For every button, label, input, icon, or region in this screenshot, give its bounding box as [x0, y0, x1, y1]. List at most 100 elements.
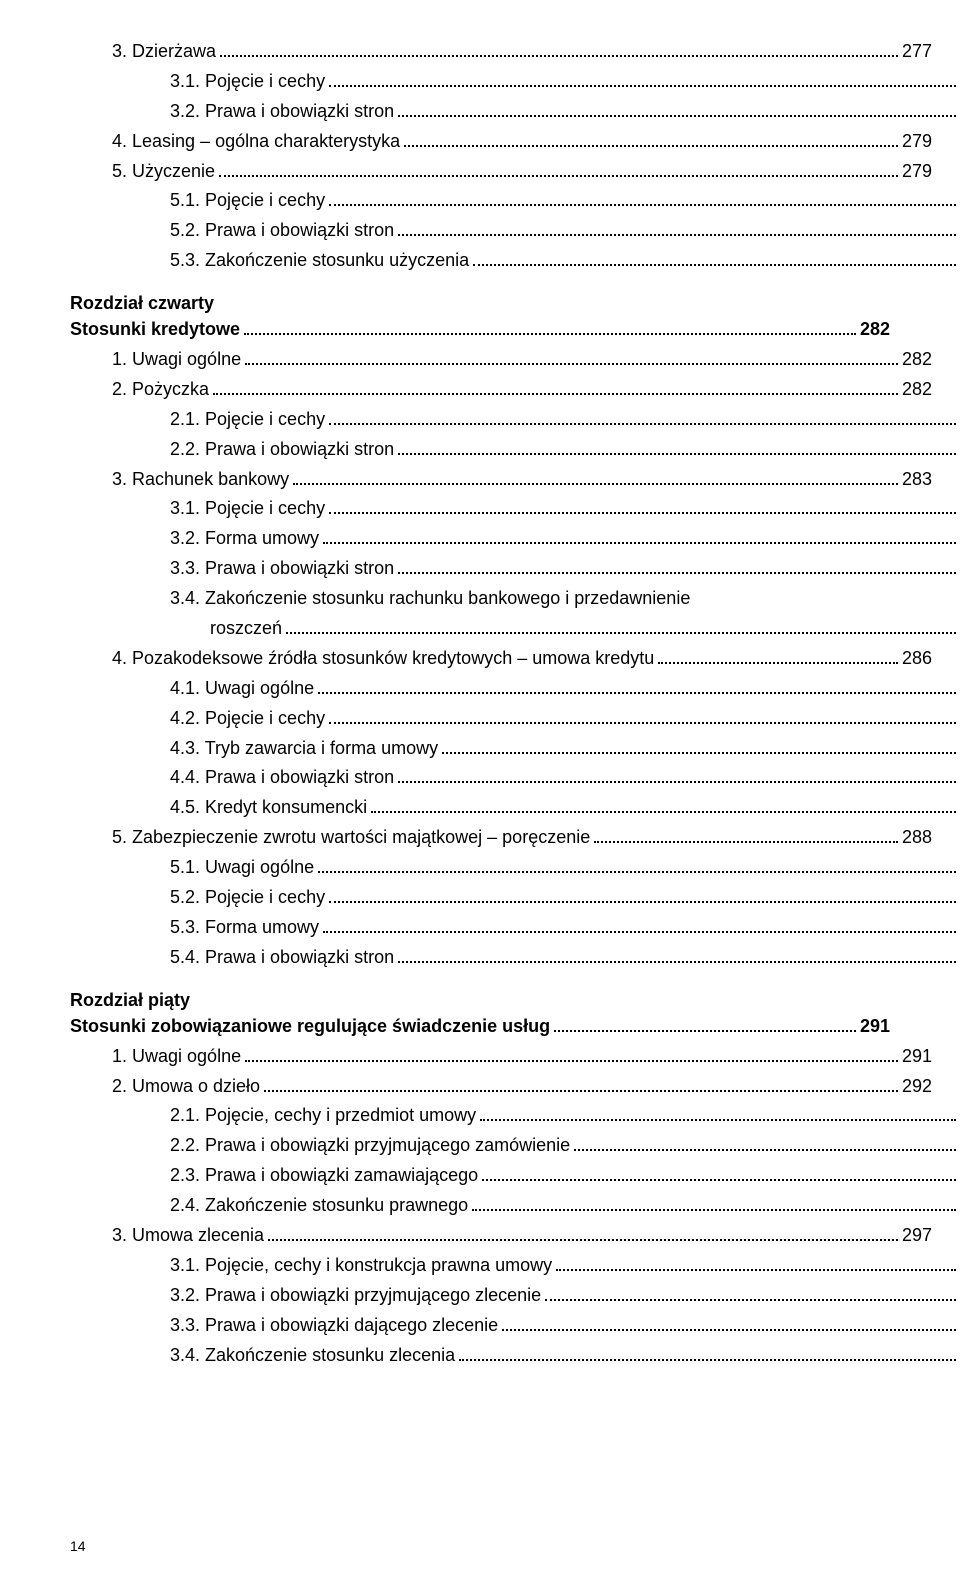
toc-entry: 4.3. Tryb zawarcia i forma umowy286: [70, 735, 960, 763]
toc-entry: roszczeń285: [70, 615, 960, 643]
toc-page: 297: [902, 1222, 932, 1250]
toc-leader: [398, 443, 956, 455]
toc-label: 2.4. Zakończenie stosunku prawnego: [170, 1192, 468, 1220]
toc-entry: 4. Leasing – ogólna charakterystyka 279: [70, 128, 932, 156]
toc-leader: [658, 652, 898, 664]
toc-label: 4. Leasing – ogólna charakterystyka: [112, 128, 400, 156]
toc-leader: [329, 413, 956, 425]
toc-page: 282: [902, 376, 932, 404]
toc-label: 3.3. Prawa i obowiązki dającego zlecenie: [170, 1312, 498, 1340]
toc-leader: [329, 712, 956, 724]
toc-leader: [213, 383, 898, 395]
toc-label: 3.1. Pojęcie i cechy: [170, 495, 325, 523]
toc-leader: [329, 503, 956, 515]
toc-entry: 5.4. Prawa i obowiązki stron289: [70, 944, 960, 972]
toc-label: 3. Rachunek bankowy: [112, 466, 289, 494]
toc-entry: 3.4. Zakończenie stosunku rachunku banko…: [70, 585, 960, 613]
toc-label: 5. Zabezpieczenie zwrotu wartości majątk…: [112, 824, 590, 852]
toc-entry: 2. Pożyczka 282: [70, 376, 932, 404]
toc-label: Stosunki kredytowe: [70, 316, 240, 344]
toc-entry: 2.3. Prawa i obowiązki zamawiającego294: [70, 1162, 960, 1190]
toc-leader: [318, 682, 956, 694]
toc-leader: [245, 1050, 898, 1062]
section-title: Rozdział czwarty: [70, 293, 890, 314]
toc-leader: [472, 1199, 956, 1211]
toc-leader: [220, 45, 898, 57]
toc-label: 5.2. Pojęcie i cechy: [170, 884, 325, 912]
toc-entry: 5.1. Uwagi ogólne288: [70, 854, 960, 882]
toc-label: Stosunki zobowiązaniowe regulujące świad…: [70, 1013, 550, 1041]
toc-label: 5. Użyczenie: [112, 158, 215, 186]
toc-label: 4.4. Prawa i obowiązki stron: [170, 764, 394, 792]
toc-leader: [371, 801, 956, 813]
toc-entry: 2.1. Pojęcie i cechy282: [70, 406, 960, 434]
toc-label: 3.4. Zakończenie stosunku zlecenia: [170, 1342, 455, 1370]
toc-label: 3.2. Prawa i obowiązki stron: [170, 98, 394, 126]
toc-entry: 2.1. Pojęcie, cechy i przedmiot umowy292: [70, 1102, 960, 1130]
toc-entry: 3. Umowa zlecenia 297: [70, 1222, 932, 1250]
toc-label: 4. Pozakodeksowe źródła stosunków kredyt…: [112, 645, 654, 673]
toc-entry: 1. Uwagi ogólne291: [70, 1043, 932, 1071]
toc-page: 292: [902, 1073, 932, 1101]
toc-label: 3.1. Pojęcie, cechy i konstrukcja prawna…: [170, 1252, 552, 1280]
toc-label: 5.4. Prawa i obowiązki stron: [170, 944, 394, 972]
toc-leader: [554, 1020, 856, 1032]
toc-entry: 5.2. Prawa i obowiązki stron280: [70, 217, 960, 245]
toc-entry: 3.3. Prawa i obowiązki dającego zlecenie…: [70, 1312, 960, 1340]
toc-leader: [219, 165, 898, 177]
toc-leader: [245, 353, 898, 365]
toc-leader: [329, 891, 956, 903]
toc-entry: 3.1. Pojęcie, cechy i konstrukcja prawna…: [70, 1252, 960, 1280]
toc-page: 291: [902, 1043, 932, 1071]
toc-entry: 5.1. Pojęcie i cechy279: [70, 187, 960, 215]
toc-entry: 1. Uwagi ogólne282: [70, 346, 932, 374]
toc-entry: 5. Zabezpieczenie zwrotu wartości majątk…: [70, 824, 932, 852]
toc-leader: [459, 1349, 956, 1361]
toc-page: 279: [902, 128, 932, 156]
toc-label: 2.1. Pojęcie, cechy i przedmiot umowy: [170, 1102, 476, 1130]
page-number: 14: [70, 1538, 86, 1554]
toc-label: roszczeń: [170, 615, 282, 643]
toc-page: 286: [902, 645, 932, 673]
toc-entry: 3.3. Prawa i obowiązki stron284: [70, 555, 960, 583]
toc-entry: Stosunki kredytowe 282: [70, 316, 890, 344]
toc-leader: [264, 1080, 898, 1092]
toc-entry: 5.3. Zakończenie stosunku użyczenia281: [70, 247, 960, 275]
toc-label: 3.2. Forma umowy: [170, 525, 319, 553]
toc-label: 5.1. Uwagi ogólne: [170, 854, 314, 882]
toc-entry: 2.2. Prawa i obowiązki stron283: [70, 436, 960, 464]
toc-label: 4.3. Tryb zawarcia i forma umowy: [170, 735, 438, 763]
toc-leader: [244, 323, 856, 335]
toc-container: 3. Dzierżawa2773.1. Pojęcie i cechy2773.…: [70, 38, 890, 1369]
toc-label: 4.2. Pojęcie i cechy: [170, 705, 325, 733]
toc-label: 3. Dzierżawa: [112, 38, 216, 66]
toc-entry: 4.1. Uwagi ogólne286: [70, 675, 960, 703]
toc-leader: [556, 1259, 956, 1271]
toc-leader: [293, 473, 898, 485]
toc-leader: [398, 224, 956, 236]
toc-label: 3. Umowa zlecenia: [112, 1222, 264, 1250]
toc-label: 4.1. Uwagi ogólne: [170, 675, 314, 703]
toc-leader: [502, 1319, 956, 1331]
toc-entry: 4.2. Pojęcie i cechy286: [70, 705, 960, 733]
toc-label: 5.3. Zakończenie stosunku użyczenia: [170, 247, 469, 275]
toc-entry: 3. Rachunek bankowy 283: [70, 466, 932, 494]
toc-page: 283: [902, 466, 932, 494]
toc-entry: 2.4. Zakończenie stosunku prawnego297: [70, 1192, 960, 1220]
toc-leader: [329, 195, 956, 207]
toc-label: 2. Pożyczka: [112, 376, 209, 404]
toc-label: 5.3. Forma umowy: [170, 914, 319, 942]
toc-entry: 2.2. Prawa i obowiązki przyjmującego zam…: [70, 1132, 960, 1160]
toc-page: 3. Dzierżawa2773.1. Pojęcie i cechy2773.…: [0, 0, 960, 1590]
toc-leader: [318, 861, 956, 873]
toc-entry: Stosunki zobowiązaniowe regulujące świad…: [70, 1013, 890, 1041]
toc-entry: 4. Pozakodeksowe źródła stosunków kredyt…: [70, 645, 932, 673]
toc-entry: 5. Użyczenie279: [70, 158, 932, 186]
toc-entry: 3.2. Forma umowy284: [70, 525, 960, 553]
toc-page: 282: [860, 316, 890, 344]
section-title: Rozdział piąty: [70, 990, 890, 1011]
toc-page: 277: [902, 38, 932, 66]
toc-leader: [442, 742, 956, 754]
toc-entry: 3.4. Zakończenie stosunku zlecenia300: [70, 1342, 960, 1370]
toc-label: 2.2. Prawa i obowiązki stron: [170, 436, 394, 464]
